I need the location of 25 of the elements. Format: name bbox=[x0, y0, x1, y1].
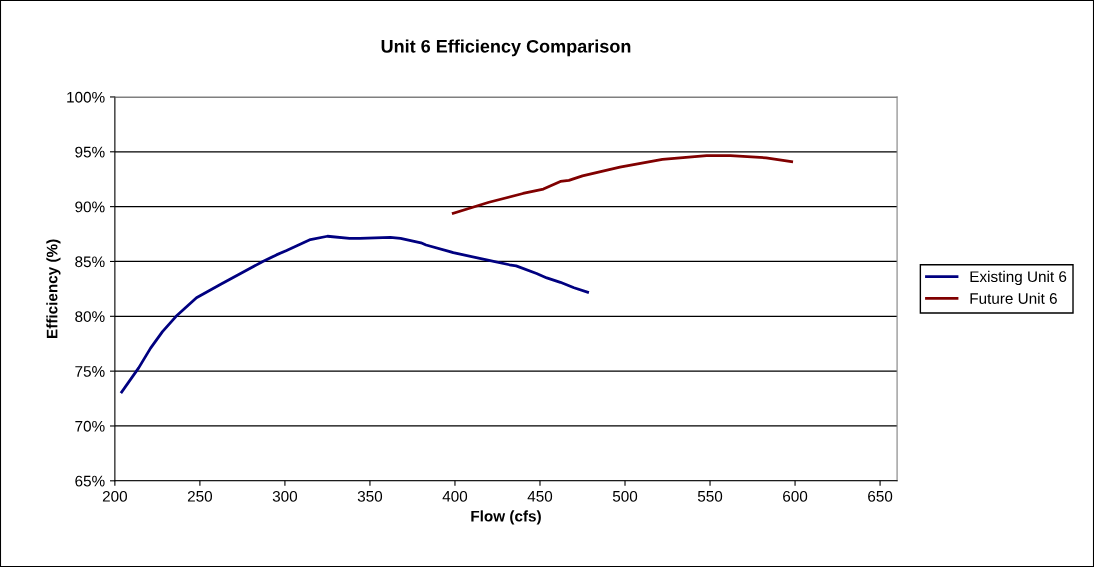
chart-title: Unit 6 Efficiency Comparison bbox=[381, 39, 631, 57]
y-tick-label: 75% bbox=[75, 366, 105, 377]
y-tick-label: 95% bbox=[75, 146, 105, 158]
legend-label: Future Unit 6 bbox=[970, 292, 1057, 304]
line-series bbox=[451, 154, 794, 215]
x-tick-label: 250 bbox=[187, 490, 213, 502]
x-tick-label: 400 bbox=[442, 490, 468, 502]
y-tick-label: 65% bbox=[75, 475, 105, 487]
y-tick-label: 70% bbox=[75, 420, 105, 432]
x-tick-label: 500 bbox=[612, 490, 638, 502]
line-series bbox=[120, 234, 589, 394]
y-tick-label: 80% bbox=[75, 311, 105, 322]
y-axis-title: Efficiency (%) bbox=[46, 239, 61, 338]
x-tick-label: 550 bbox=[697, 490, 723, 502]
x-tick-label: 200 bbox=[102, 490, 128, 502]
legend-label: Existing Unit 6 bbox=[970, 270, 1067, 286]
y-tick-label: 100% bbox=[67, 91, 105, 103]
y-tick-label: 85% bbox=[75, 256, 105, 268]
x-tick-label: 350 bbox=[357, 490, 383, 502]
x-tick-label: 450 bbox=[527, 490, 553, 502]
x-axis-title: Flow (cfs) bbox=[471, 510, 541, 525]
y-tick-label: 90% bbox=[75, 201, 105, 213]
x-tick-label: 300 bbox=[272, 490, 298, 502]
x-tick-label: 600 bbox=[783, 490, 808, 502]
x-tick-label: 650 bbox=[868, 490, 893, 502]
